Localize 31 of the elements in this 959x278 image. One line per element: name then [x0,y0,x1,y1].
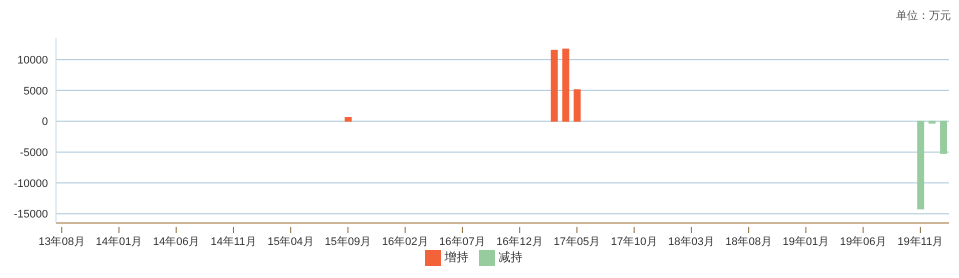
legend-label: 减持 [498,250,522,264]
y-tick-label: 5000 [24,85,48,98]
x-tick-label: 14年01月 [96,236,142,248]
x-tick-label: 14年11月 [210,236,256,248]
x-tick-label: 16年07月 [439,236,486,248]
y-tick-label: 10000 [17,54,48,66]
x-tick-label: 13年08月 [38,236,85,248]
x-tick-label: 15年09月 [324,236,372,248]
y-tick-label: 0 [42,116,48,128]
x-tick-label: 14年06月 [152,236,200,248]
x-tick-label: 19年11月 [898,236,944,248]
bar [917,120,924,210]
bar [550,50,558,122]
x-tick-label: 16年12月 [496,236,543,248]
y-tick-label: -15000 [14,208,48,221]
legend-label: 增持 [444,250,468,264]
bar [940,120,948,154]
y-tick-label: -10000 [14,178,48,190]
x-tick-label: 19年01月 [782,236,830,248]
x-tick-label: 18年03月 [668,236,715,248]
x-tick-label: 18年08月 [725,236,772,248]
bar [574,89,581,122]
bar [344,117,352,122]
x-tick-label: 15年04月 [267,236,314,248]
bar [562,48,570,122]
x-tick-label: 16年02月 [382,236,428,248]
x-tick-label: 19年06月 [840,236,886,248]
y-tick-label: -5000 [20,146,48,159]
x-tick-label: 17年05月 [554,236,600,248]
text: 单位：万元 [896,9,951,23]
x-tick-label: 17年10月 [610,236,658,248]
